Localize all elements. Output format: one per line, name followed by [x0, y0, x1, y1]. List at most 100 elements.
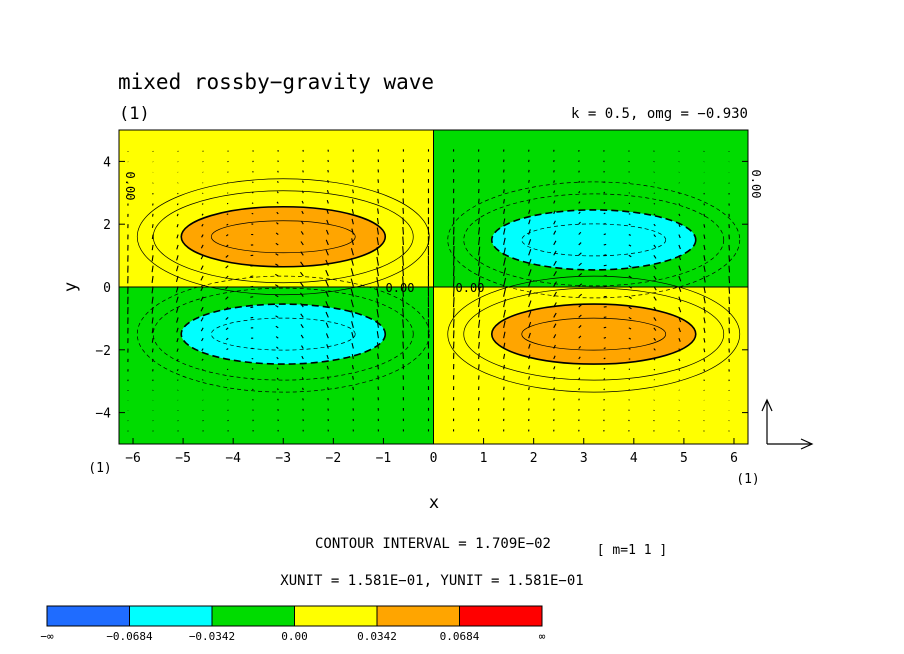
wind-vector: [325, 311, 329, 318]
wind-vector: [200, 255, 204, 260]
wind-vector: [553, 170, 555, 173]
wind-vector: [277, 170, 279, 173]
wind-vector: [377, 375, 379, 380]
wind-vector: [151, 275, 154, 283]
wind-vector: [703, 275, 706, 283]
wind-vector: [728, 265, 731, 273]
wind-vector: [151, 348, 154, 353]
wind-vector: [200, 317, 204, 322]
wind-vector: [299, 282, 304, 287]
wind-vector: [276, 211, 279, 215]
wind-vector: [678, 306, 682, 313]
wind-vector: [402, 341, 405, 349]
wind-vector: [376, 309, 379, 318]
wind-vector: [376, 331, 379, 339]
x-tick-label: 3: [580, 451, 588, 466]
wind-vector: [201, 213, 204, 216]
wind-vector: [200, 275, 204, 281]
x-tick-label: 4: [630, 451, 638, 466]
wind-vector: [376, 277, 379, 287]
wind-vector: [578, 242, 582, 246]
wind-vector: [151, 317, 154, 324]
wind-vector: [175, 265, 179, 272]
wind-vector: [578, 283, 583, 287]
wind-vector: [528, 354, 531, 360]
x-tick-label: 0: [430, 451, 438, 466]
wind-vector: [678, 379, 680, 381]
wind-vector: [528, 343, 531, 349]
wind-vector: [728, 275, 731, 284]
contour-interval-text: CONTOUR INTERVAL = 1.709E−02: [315, 536, 551, 552]
x-tick-label: −3: [275, 451, 291, 466]
wind-vector: [603, 378, 606, 380]
wind-vector: [176, 234, 179, 239]
wind-vector: [225, 244, 229, 248]
wind-vector: [402, 226, 405, 235]
wind-vector: [703, 306, 706, 314]
wind-vector: [402, 330, 405, 339]
wind-vector: [603, 202, 606, 204]
wind-vector: [478, 319, 481, 328]
x-tick-label: 2: [530, 451, 538, 466]
contour-line: [447, 181, 741, 299]
wind-vector: [603, 357, 606, 360]
wind-vector: [553, 376, 556, 380]
wind-vector: [628, 181, 630, 184]
wind-vector: [350, 268, 354, 277]
wind-vector: [503, 331, 506, 339]
wind-vector: [225, 234, 229, 237]
wind-vector: [478, 364, 480, 370]
wind-vector: [553, 230, 557, 235]
wind-vector: [603, 388, 606, 391]
wind-vector: [275, 253, 279, 256]
y-tick-label: 4: [103, 155, 111, 170]
y-tick-label: 2: [103, 218, 111, 233]
colorbar-label: 0.0684: [440, 630, 480, 643]
wind-vector: [276, 367, 279, 370]
colorbar-swatch: [46, 605, 130, 627]
wind-vector: [377, 364, 379, 370]
colorbar-swatch: [376, 605, 460, 627]
wind-vector: [553, 200, 556, 204]
wind-vector: [276, 222, 279, 225]
wind-vector: [628, 275, 632, 279]
wind-vector: [603, 212, 606, 215]
contour-line: [152, 287, 414, 381]
wind-vector: [653, 306, 657, 311]
wind-vector: [653, 337, 657, 341]
wind-vector: [276, 191, 279, 194]
wind-vector: [553, 260, 557, 266]
wind-vector: [628, 223, 631, 226]
wind-vector: [478, 266, 481, 277]
wind-vector: [201, 358, 204, 361]
wind-vector: [352, 189, 354, 194]
wind-vector: [578, 367, 581, 370]
wind-vector: [503, 386, 505, 391]
wind-vector: [402, 255, 405, 266]
wind-vector: [252, 399, 254, 401]
wind-vector: [402, 236, 405, 245]
wind-vector: [653, 244, 657, 248]
zero-lines: [119, 130, 748, 444]
wind-vector: [553, 271, 557, 277]
wind-vector: [728, 286, 731, 294]
wind-vector: [251, 202, 254, 204]
wind-vector: [176, 244, 179, 250]
wind-vector: [325, 322, 329, 329]
wind-vector: [603, 336, 607, 339]
contour-lines: [136, 178, 741, 393]
wind-vector: [578, 314, 582, 318]
wind-vector: [553, 291, 557, 298]
wind-vector: [275, 294, 279, 298]
wind-vector: [275, 304, 279, 308]
wind-vector: [728, 296, 731, 305]
wind-vector: [200, 296, 204, 302]
wind-vector: [351, 228, 354, 235]
wind-vector: [528, 189, 530, 194]
wind-vector: [503, 247, 506, 256]
wind-vector: [200, 327, 204, 332]
wind-vector: [478, 297, 481, 308]
wind-vector: [578, 170, 580, 173]
contour-line: [463, 287, 725, 381]
wind-vector: [350, 258, 354, 266]
